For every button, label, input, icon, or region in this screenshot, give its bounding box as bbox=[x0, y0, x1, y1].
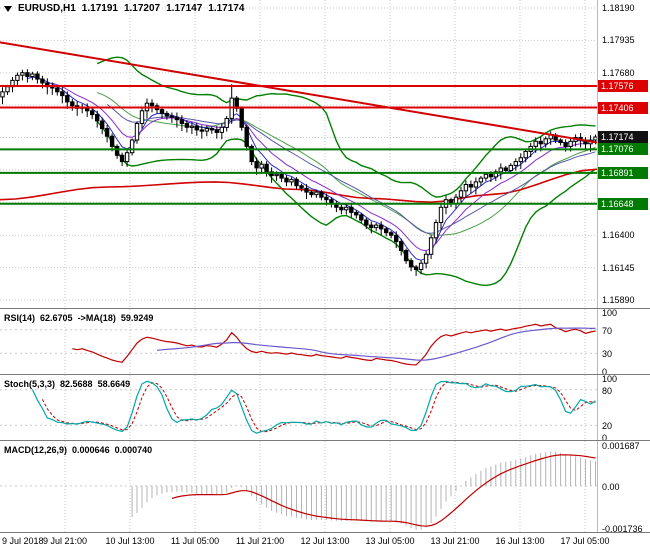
stoch-scale-label: 20 bbox=[602, 421, 613, 431]
time-axis-label: 16 Jul 13:00 bbox=[495, 536, 545, 546]
rsi-scale-label: 100 bbox=[602, 308, 618, 318]
macd-header: MACD(12,26,9) 0.000646 0.000740 bbox=[4, 445, 152, 455]
rsi-panel[interactable]: RSI(14) 62.6705 ->MA(18) 59.9249 100 70 30… bbox=[0, 308, 650, 377]
macd-scale[interactable]: 0.001687 0.00 -0.001736 bbox=[598, 441, 650, 534]
rsi-label: RSI(14) bbox=[4, 313, 36, 323]
current-price-badge: 1.17174 bbox=[598, 131, 648, 143]
collapse-triangle-icon[interactable] bbox=[4, 5, 12, 12]
rsi-scale[interactable]: 100 70 30 0 bbox=[598, 308, 650, 377]
rsi-value: 62.6705 bbox=[40, 313, 73, 323]
macd-histogram bbox=[131, 451, 596, 530]
symbol-period-label: EURUSD,H1 bbox=[18, 3, 76, 14]
price-axis-label: 1.17680 bbox=[602, 68, 635, 78]
price-level-badge: 1.16648 bbox=[598, 198, 648, 210]
price-level-badge: 1.17406 bbox=[598, 102, 648, 114]
stochastic-panel[interactable]: Stoch(5,3,3) 82.5688 58.6649 100 80 20 0 bbox=[0, 374, 650, 443]
time-axis-label: 13 Jul 21:00 bbox=[430, 536, 480, 546]
time-axis-label: 12 Jul 13:00 bbox=[300, 536, 350, 546]
macd-label: MACD(12,26,9) bbox=[4, 445, 68, 455]
rsi-ma-label: ->MA(18) bbox=[77, 313, 116, 323]
main-chart-panel[interactable]: EURUSD,H1 1.17191 1.17207 1.17147 1.1717… bbox=[0, 0, 650, 308]
chart-title: EURUSD,H1 1.17191 1.17207 1.17147 1.1717… bbox=[4, 3, 244, 14]
time-axis-label: 9 Jul 21:00 bbox=[42, 536, 88, 546]
stoch-signal-value: 58.6649 bbox=[97, 379, 131, 389]
price-level-badge: 1.16891 bbox=[598, 167, 648, 179]
rsi-header: RSI(14) 62.6705 ->MA(18) 59.9249 bbox=[4, 313, 153, 323]
price-axis-label: 1.16400 bbox=[602, 230, 635, 240]
stochastic-canvas[interactable] bbox=[0, 375, 598, 440]
stoch-label: Stoch(5,3,3) bbox=[4, 379, 56, 389]
macd-signal-value: 0.000740 bbox=[114, 445, 153, 455]
time-axis-label: 13 Jul 05:00 bbox=[365, 536, 415, 546]
rsi-ma-value: 59.9249 bbox=[120, 313, 154, 323]
rsi-canvas[interactable] bbox=[0, 309, 598, 374]
price-axis-label: 1.16145 bbox=[602, 263, 635, 273]
rsi-scale-label: 70 bbox=[602, 326, 613, 336]
ohlc-open: 1.17191 bbox=[81, 3, 118, 14]
macd-canvas[interactable] bbox=[0, 441, 598, 532]
macd-signal-line bbox=[171, 454, 596, 527]
price-scale[interactable]: 1.18190 1.17935 1.17680 1.16400 1.16145 1.158… bbox=[598, 0, 650, 308]
ohlc-low: 1.17147 bbox=[166, 3, 203, 14]
price-axis-label: 1.17935 bbox=[602, 35, 635, 45]
time-axis-label: 10 Jul 13:00 bbox=[105, 536, 155, 546]
stoch-level-lines bbox=[0, 389, 598, 426]
vertical-gridlines bbox=[64, 309, 586, 374]
rsi-scale-label: 30 bbox=[602, 349, 613, 359]
price-axis-label: 1.15890 bbox=[602, 295, 635, 305]
stoch-value: 82.5688 bbox=[60, 379, 93, 389]
macd-scale-label: 0.00 bbox=[602, 482, 620, 492]
macd-panel[interactable]: MACD(12,26,9) 0.000646 0.000740 0.001687… bbox=[0, 440, 650, 534]
price-axis-label: 1.18190 bbox=[602, 3, 635, 13]
macd-scale-label: -0.001736 bbox=[602, 524, 643, 534]
vertical-gridlines bbox=[64, 441, 586, 532]
time-axis[interactable]: 9 Jul 2018 9 Jul 21:00 10 Jul 13:00 11 Jul … bbox=[0, 532, 650, 550]
vertical-gridlines bbox=[64, 375, 586, 440]
stoch-scale-label: 0 bbox=[602, 433, 608, 443]
slow-ma-line bbox=[0, 168, 598, 204]
price-level-badge: 1.17076 bbox=[598, 143, 648, 155]
level-lines bbox=[0, 85, 598, 205]
rsi-scale-label: 0 bbox=[602, 367, 608, 377]
macd-value: 0.000646 bbox=[72, 445, 110, 455]
horizontal-gridlines bbox=[0, 7, 598, 301]
time-axis-label: 9 Jul 2018 bbox=[2, 536, 44, 546]
stoch-scale-label: 100 bbox=[602, 374, 618, 384]
ohlc-close: 1.17174 bbox=[208, 3, 245, 14]
time-axis-label: 11 Jul 21:00 bbox=[235, 536, 285, 546]
ohlc-high: 1.17207 bbox=[123, 3, 161, 14]
candles bbox=[0, 69, 598, 276]
trendlines bbox=[0, 41, 598, 144]
stoch-signal-line bbox=[41, 381, 596, 433]
rsi-line bbox=[72, 323, 596, 366]
price-level-badge: 1.17576 bbox=[598, 80, 648, 92]
stoch-main-line bbox=[31, 380, 596, 434]
stochastic-header: Stoch(5,3,3) 82.5688 58.6649 bbox=[4, 379, 130, 389]
bollinger-bands bbox=[96, 56, 596, 287]
macd-scale-label: 0.001687 bbox=[602, 441, 640, 451]
time-axis-label: 11 Jul 05:00 bbox=[170, 536, 220, 546]
stochastic-scale[interactable]: 100 80 20 0 bbox=[598, 374, 650, 443]
rsi-level-lines bbox=[0, 329, 598, 354]
time-axis-label: 17 Jul 05:00 bbox=[560, 536, 610, 546]
vertical-gridlines bbox=[64, 0, 586, 308]
stoch-scale-label: 80 bbox=[602, 386, 613, 396]
rsi-ma-line bbox=[156, 327, 596, 361]
main-chart-canvas[interactable] bbox=[0, 0, 598, 308]
